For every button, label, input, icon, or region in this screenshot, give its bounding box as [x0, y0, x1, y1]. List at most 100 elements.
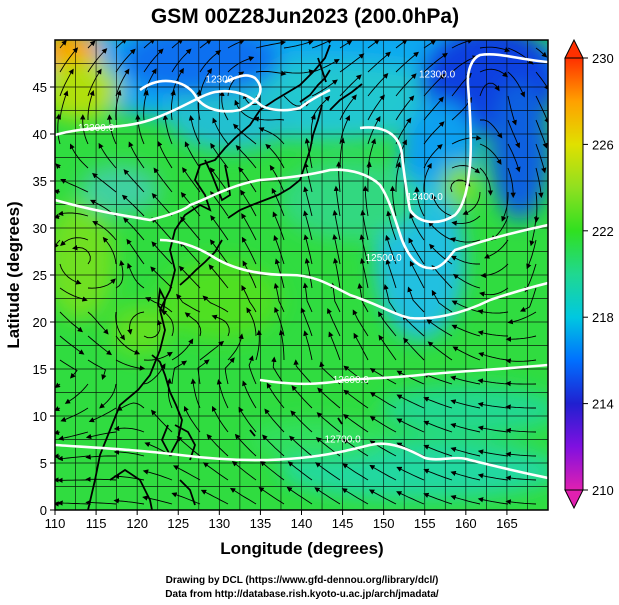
streamline	[311, 59, 340, 73]
streamline	[170, 89, 176, 121]
streamline	[188, 114, 201, 145]
streamline	[326, 308, 341, 337]
streamline	[423, 40, 437, 49]
streamline	[451, 300, 481, 313]
streamline	[59, 287, 88, 302]
streamline	[171, 338, 194, 361]
x-tick-label: 145	[332, 516, 354, 531]
streamline	[233, 123, 257, 145]
streamline	[477, 330, 509, 337]
streamline	[477, 497, 509, 505]
streamline	[507, 167, 516, 199]
streamline	[264, 408, 285, 433]
streamline	[431, 265, 453, 289]
streamline	[505, 451, 537, 457]
streamline	[123, 217, 145, 241]
streamline	[242, 260, 257, 289]
streamline	[289, 435, 313, 457]
streamline	[369, 464, 397, 481]
streamline	[123, 169, 145, 193]
streamline	[255, 40, 287, 49]
streamline	[262, 434, 285, 457]
streamline	[450, 423, 481, 433]
streamline	[64, 383, 89, 404]
streamline	[339, 53, 365, 73]
streamline	[362, 185, 369, 217]
streamline	[242, 93, 260, 106]
streamline	[462, 191, 481, 215]
x-axis-label: Longitude (degrees)	[220, 539, 383, 558]
streamline	[480, 263, 509, 278]
streamline	[224, 357, 235, 385]
streamline	[477, 425, 509, 433]
streamline	[483, 239, 509, 259]
streamline	[368, 489, 397, 505]
streamline	[333, 185, 341, 217]
streamline	[85, 454, 117, 460]
streamline	[451, 40, 474, 49]
streamline	[212, 117, 229, 145]
streamline	[303, 234, 313, 265]
streamline	[423, 96, 444, 121]
contour-label: 12600.0	[333, 375, 370, 386]
streamline	[529, 215, 537, 247]
streamline	[451, 165, 481, 174]
streamline	[253, 116, 285, 122]
streamline	[227, 40, 245, 49]
streamline	[477, 449, 509, 457]
streamline	[150, 409, 173, 433]
streamline	[87, 90, 95, 120]
streamline	[115, 359, 146, 371]
streamline	[59, 40, 67, 49]
streamline	[423, 492, 453, 505]
colorbar-tick-label: 218	[592, 310, 614, 325]
streamline	[55, 189, 61, 195]
streamline	[402, 314, 425, 337]
y-axis-label: Latitude (degrees)	[4, 201, 23, 348]
streamline	[453, 273, 481, 289]
streamline	[395, 95, 415, 121]
streamline	[151, 217, 173, 241]
x-axis-ticks: 110 115 120 125 130 135 140 145 150 155 160 165	[45, 510, 518, 531]
streamline	[535, 167, 544, 199]
streamline	[206, 433, 229, 457]
streamline	[273, 234, 285, 265]
streamline	[278, 329, 285, 361]
streamline	[265, 143, 285, 169]
streamline	[178, 265, 201, 289]
y-tick-label: 15	[33, 362, 47, 377]
contour-label: 12500.0	[366, 253, 403, 264]
streamline	[171, 40, 184, 49]
streamline	[171, 492, 201, 505]
streamline	[450, 255, 480, 265]
streamline	[423, 373, 453, 385]
streamline	[234, 99, 257, 121]
streamline	[200, 489, 229, 505]
streamline	[408, 237, 425, 265]
streamline	[385, 258, 397, 289]
streamline	[55, 113, 62, 145]
streamline	[367, 73, 389, 97]
streamline	[128, 141, 145, 169]
streamline	[238, 406, 257, 433]
x-tick-label: 110	[45, 516, 66, 531]
streamline	[72, 245, 91, 265]
streamline	[183, 405, 201, 433]
streamline	[209, 167, 229, 193]
streamline	[176, 436, 201, 457]
streamline	[59, 359, 78, 379]
streamline	[428, 221, 453, 241]
streamline	[303, 162, 313, 193]
streamline	[273, 282, 285, 313]
streamline	[180, 216, 201, 241]
streamline	[505, 358, 537, 364]
x-tick-label: 165	[496, 516, 518, 531]
streamline	[479, 119, 503, 139]
streamline	[211, 405, 229, 433]
streamline	[115, 260, 125, 289]
streamline	[479, 46, 511, 53]
streamline	[303, 186, 313, 217]
streamline	[115, 48, 136, 73]
streamline	[524, 263, 537, 293]
streamline	[87, 278, 116, 289]
